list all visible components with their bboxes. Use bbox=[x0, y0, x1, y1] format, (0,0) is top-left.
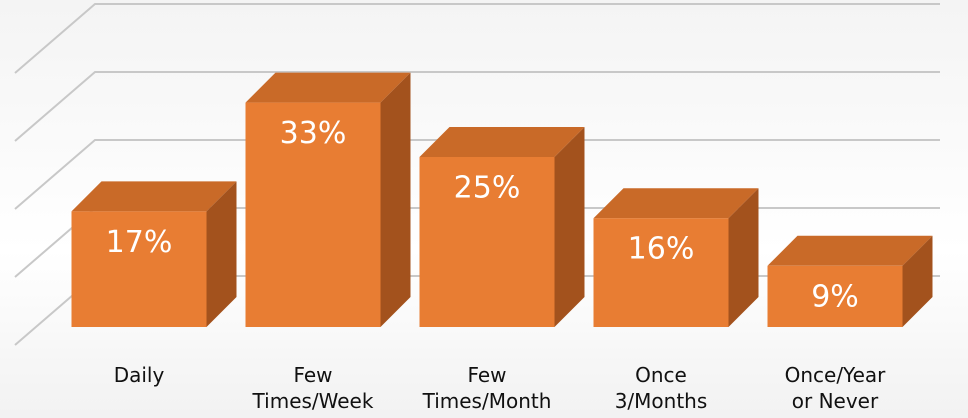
x-tick-label: Daily bbox=[113, 363, 165, 387]
bar-top bbox=[593, 188, 759, 219]
data-label: 9% bbox=[811, 279, 859, 314]
bar-side bbox=[206, 181, 237, 327]
data-label: 17% bbox=[106, 225, 173, 260]
bar-side bbox=[902, 235, 933, 327]
bar bbox=[419, 157, 555, 327]
x-tick-label: Once 3/Months bbox=[614, 363, 708, 413]
bar-top bbox=[71, 181, 237, 212]
bar-top bbox=[767, 235, 933, 266]
grid-line bbox=[14, 139, 940, 210]
data-label: 25% bbox=[454, 171, 521, 206]
grid-line bbox=[14, 71, 940, 142]
bar bbox=[767, 265, 903, 327]
x-tick-label: Few Times/Week bbox=[252, 363, 374, 413]
bar bbox=[593, 218, 729, 327]
grid-line bbox=[14, 3, 940, 74]
bar-top bbox=[245, 72, 411, 103]
x-tick-label: Few Times/Month bbox=[422, 363, 552, 413]
bar bbox=[245, 102, 381, 327]
bar bbox=[71, 211, 207, 327]
x-tick-label: Once/Year or Never bbox=[784, 363, 886, 413]
bar-side bbox=[554, 127, 585, 327]
data-label: 16% bbox=[628, 232, 695, 267]
bar-side bbox=[380, 72, 411, 327]
data-label: 33% bbox=[280, 116, 347, 151]
bar-side bbox=[728, 188, 759, 327]
bar-top bbox=[419, 127, 585, 157]
